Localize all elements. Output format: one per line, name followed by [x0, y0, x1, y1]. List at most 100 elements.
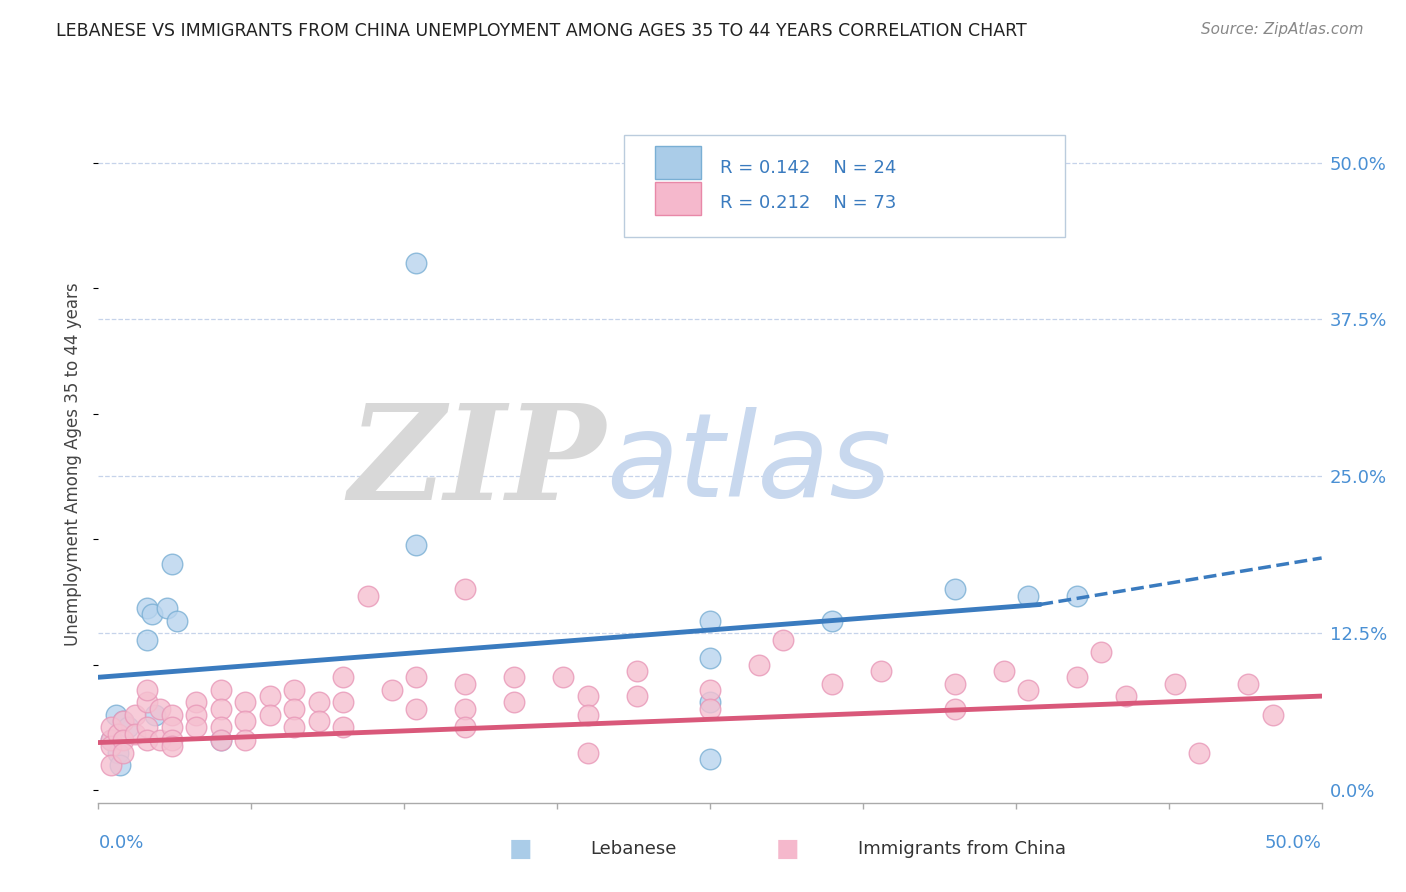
Point: [454, 701, 477, 715]
Point: [136, 682, 159, 697]
Point: [186, 695, 208, 709]
Point: [356, 589, 378, 603]
Point: [503, 670, 526, 684]
Point: [943, 582, 966, 597]
Point: [141, 607, 163, 622]
Point: [111, 733, 134, 747]
Point: [943, 676, 966, 690]
Point: [283, 721, 305, 735]
Point: [699, 682, 721, 697]
Point: [259, 689, 281, 703]
Point: [259, 707, 281, 722]
Point: [124, 727, 146, 741]
Point: [821, 614, 844, 628]
Point: [111, 746, 134, 760]
Point: [143, 707, 166, 722]
Point: [104, 707, 127, 722]
Point: [166, 614, 188, 628]
Y-axis label: Unemployment Among Ages 35 to 44 years: Unemployment Among Ages 35 to 44 years: [65, 282, 83, 646]
Point: [699, 614, 721, 628]
Point: [870, 664, 893, 678]
Point: [332, 721, 354, 735]
Point: [110, 758, 132, 772]
Point: [100, 733, 122, 747]
Point: [111, 714, 134, 729]
Point: [160, 733, 183, 747]
FancyBboxPatch shape: [624, 135, 1064, 236]
Point: [149, 701, 172, 715]
Point: [308, 714, 330, 729]
Text: LEBANESE VS IMMIGRANTS FROM CHINA UNEMPLOYMENT AMONG AGES 35 TO 44 YEARS CORRELA: LEBANESE VS IMMIGRANTS FROM CHINA UNEMPL…: [56, 22, 1026, 40]
FancyBboxPatch shape: [655, 145, 702, 179]
Point: [111, 714, 134, 729]
Point: [160, 558, 183, 572]
Text: ZIP: ZIP: [349, 400, 606, 528]
Point: [117, 721, 139, 735]
Point: [821, 676, 844, 690]
Point: [136, 733, 159, 747]
Point: [100, 739, 122, 754]
Point: [283, 682, 305, 697]
Point: [503, 695, 526, 709]
Point: [136, 632, 159, 647]
Point: [1237, 676, 1260, 690]
Point: [553, 670, 575, 684]
Point: [160, 739, 183, 754]
Point: [699, 701, 721, 715]
Point: [1017, 589, 1039, 603]
Point: [209, 733, 232, 747]
Point: [233, 714, 256, 729]
Point: [107, 727, 129, 741]
Point: [156, 601, 179, 615]
Point: [699, 752, 721, 766]
Point: [100, 758, 122, 772]
Point: [233, 695, 256, 709]
Point: [209, 701, 232, 715]
Text: Immigrants from China: Immigrants from China: [858, 840, 1066, 858]
Point: [1066, 589, 1088, 603]
Point: [186, 721, 208, 735]
Point: [136, 695, 159, 709]
Point: [748, 657, 770, 672]
Point: [993, 664, 1015, 678]
Point: [1066, 670, 1088, 684]
Text: ■: ■: [776, 838, 799, 861]
Point: [160, 721, 183, 735]
Text: atlas: atlas: [606, 407, 891, 521]
Point: [405, 538, 427, 552]
Point: [332, 695, 354, 709]
Point: [699, 651, 721, 665]
Point: [1115, 689, 1137, 703]
Point: [772, 632, 794, 647]
Point: [576, 707, 599, 722]
Point: [943, 701, 966, 715]
Point: [381, 682, 404, 697]
Point: [405, 256, 427, 270]
Text: R = 0.142    N = 24: R = 0.142 N = 24: [720, 159, 896, 177]
Point: [233, 733, 256, 747]
Point: [124, 707, 146, 722]
Point: [100, 721, 122, 735]
Point: [209, 682, 232, 697]
Point: [149, 733, 172, 747]
Text: ■: ■: [509, 838, 531, 861]
Point: [100, 733, 122, 747]
Point: [332, 670, 354, 684]
Point: [405, 670, 427, 684]
Point: [209, 721, 232, 735]
Point: [454, 582, 477, 597]
Point: [454, 676, 477, 690]
Point: [308, 695, 330, 709]
Text: 50.0%: 50.0%: [1265, 834, 1322, 852]
Point: [107, 746, 129, 760]
Point: [454, 721, 477, 735]
Point: [186, 707, 208, 722]
Text: 0.0%: 0.0%: [98, 834, 143, 852]
Point: [1017, 682, 1039, 697]
Text: R = 0.212    N = 73: R = 0.212 N = 73: [720, 194, 896, 211]
Point: [1164, 676, 1187, 690]
Point: [1090, 645, 1112, 659]
Point: [405, 701, 427, 715]
Point: [576, 689, 599, 703]
Point: [626, 664, 648, 678]
